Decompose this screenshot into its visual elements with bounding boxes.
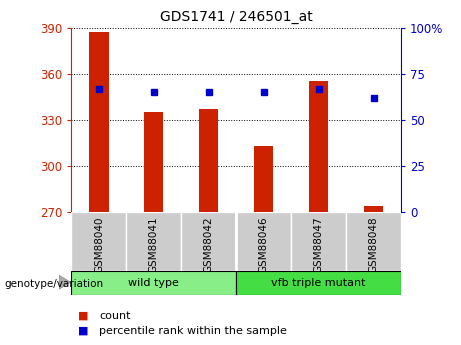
Bar <box>199 109 219 212</box>
Bar <box>126 212 181 271</box>
Bar <box>89 32 108 212</box>
Text: percentile rank within the sample: percentile rank within the sample <box>99 326 287 335</box>
Text: wild type: wild type <box>129 278 179 288</box>
Bar <box>236 271 401 295</box>
Polygon shape <box>59 275 71 289</box>
Bar <box>181 212 236 271</box>
Text: GSM88041: GSM88041 <box>149 217 159 274</box>
Bar <box>254 146 273 212</box>
Bar <box>364 206 383 212</box>
Bar <box>71 212 126 271</box>
Text: ■: ■ <box>78 311 89 321</box>
Text: GSM88048: GSM88048 <box>369 217 378 274</box>
Bar <box>144 112 164 212</box>
Text: vfb triple mutant: vfb triple mutant <box>272 278 366 288</box>
Bar <box>309 81 328 212</box>
Text: ■: ■ <box>78 326 89 335</box>
Bar <box>291 212 346 271</box>
Text: GSM88046: GSM88046 <box>259 217 269 274</box>
Text: GSM88040: GSM88040 <box>94 217 104 273</box>
Bar <box>236 212 291 271</box>
Text: count: count <box>99 311 130 321</box>
Text: genotype/variation: genotype/variation <box>5 279 104 288</box>
Text: GSM88047: GSM88047 <box>313 217 324 274</box>
Bar <box>71 271 236 295</box>
Bar <box>346 212 401 271</box>
Text: GSM88042: GSM88042 <box>204 217 214 274</box>
Title: GDS1741 / 246501_at: GDS1741 / 246501_at <box>160 10 313 24</box>
